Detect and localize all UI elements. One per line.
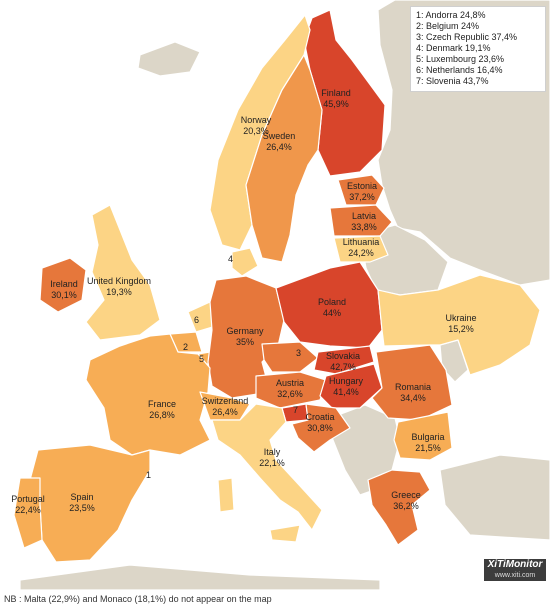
country-estonia[interactable] <box>337 174 385 206</box>
label-bulgaria-value: 21,5% <box>415 443 441 453</box>
label-poland-value: 44% <box>323 308 341 318</box>
label-uk-value: 19,3% <box>106 287 132 297</box>
marker-2: 2 <box>183 342 188 352</box>
label-spain-name: Spain <box>70 492 93 502</box>
label-latvia-name: Latvia <box>352 211 376 221</box>
label-uk-name: United Kingdom <box>87 276 151 286</box>
label-ukraine-value: 15,2% <box>448 324 474 334</box>
legend-item: 6: Netherlands 16,4% <box>416 65 503 75</box>
legend-item: 1: Andorra 24,8% <box>416 10 486 20</box>
label-romania-value: 34,4% <box>400 393 426 403</box>
label-ireland-name: Ireland <box>50 279 78 289</box>
label-lithuania-value: 24,2% <box>348 248 374 258</box>
marker-4: 4 <box>228 254 233 264</box>
turkey-region <box>439 454 550 541</box>
label-portugal-name: Portugal <box>11 494 45 504</box>
africa-region <box>19 564 381 590</box>
country-poland[interactable] <box>275 261 383 349</box>
map-canvas: 1 2 3 4 5 6 7 Finland 45,9% Norway 20,3%… <box>11 0 550 590</box>
xiti-brand-badge[interactable]: XiTiMonitor www.xiti.com <box>484 559 546 581</box>
brand-name: XiTiMonitor <box>487 559 543 570</box>
country-austria[interactable] <box>255 371 327 409</box>
label-austria-name: Austria <box>276 378 304 388</box>
label-greece-name: Greece <box>391 490 421 500</box>
small-markers: 1 2 3 4 5 6 7 <box>146 254 301 480</box>
countries <box>13 9 541 563</box>
label-austria-value: 32,6% <box>277 389 303 399</box>
label-sweden-name: Sweden <box>263 131 296 141</box>
country-bulgaria[interactable] <box>393 411 453 461</box>
label-finland-name: Finland <box>321 88 351 98</box>
label-italy-name: Italy <box>264 447 281 457</box>
label-france-name: France <box>148 399 176 409</box>
label-slovakia-name: Slovakia <box>326 351 360 361</box>
label-norway-name: Norway <box>241 115 272 125</box>
label-slovakia-value: 42,7% <box>330 362 356 372</box>
country-greece[interactable] <box>367 469 431 546</box>
label-germany-name: Germany <box>226 326 264 336</box>
label-norway-value: 20,3% <box>243 126 269 136</box>
country-latvia[interactable] <box>329 204 393 237</box>
iceland-region <box>137 41 201 77</box>
country-hungary[interactable] <box>319 363 383 409</box>
legend-item: 3: Czech Republic 37,4% <box>416 32 518 42</box>
marker-3: 3 <box>296 348 301 358</box>
europe-map: 1 2 3 4 5 6 7 Finland 45,9% Norway 20,3%… <box>11 0 550 590</box>
label-spain-value: 23,5% <box>69 503 95 513</box>
label-portugal-value: 22,4% <box>15 505 41 515</box>
label-sweden-value: 26,4% <box>266 142 292 152</box>
country-slovakia[interactable] <box>313 345 375 375</box>
label-ireland-value: 30,1% <box>51 290 77 300</box>
marker-5: 5 <box>199 354 204 364</box>
country-switzerland[interactable] <box>199 391 251 421</box>
country-labels: Finland 45,9% Norway 20,3% Sweden 26,4% … <box>11 88 476 515</box>
country-france[interactable] <box>85 333 211 456</box>
country-lithuania[interactable] <box>333 235 389 263</box>
legend-item: 7: Slovenia 43,7% <box>416 76 489 86</box>
label-latvia-value: 33,8% <box>351 222 377 232</box>
label-estonia-value: 37,2% <box>349 192 375 202</box>
marker-1: 1 <box>146 470 151 480</box>
country-italy[interactable] <box>211 403 323 531</box>
label-estonia-name: Estonia <box>347 181 377 191</box>
legend-item: 2: Belgium 24% <box>416 21 480 31</box>
label-romania-name: Romania <box>395 382 431 392</box>
label-hungary-name: Hungary <box>329 376 364 386</box>
marker-6: 6 <box>194 315 199 325</box>
label-croatia-value: 30,8% <box>307 423 333 433</box>
legend-item: 4: Denmark 19,1% <box>416 43 491 53</box>
legend-box: 1: Andorra 24,8% 2: Belgium 24% 3: Czech… <box>410 6 546 92</box>
country-ukraine[interactable] <box>377 274 541 376</box>
label-france-value: 26,8% <box>149 410 175 420</box>
label-finland-value: 45,9% <box>323 99 349 109</box>
marker-7: 7 <box>293 405 298 415</box>
label-croatia-name: Croatia <box>305 412 334 422</box>
legend-item: 5: Luxembourg 23,6% <box>416 54 505 64</box>
map-footnote: NB : Malta (22,9%) and Monaco (18,1%) do… <box>4 594 272 604</box>
label-bulgaria-name: Bulgaria <box>411 432 444 442</box>
label-poland-name: Poland <box>318 297 346 307</box>
country-sardinia[interactable] <box>217 477 235 513</box>
country-ireland[interactable] <box>39 257 87 313</box>
label-hungary-value: 41,4% <box>333 387 359 397</box>
country-denmark[interactable] <box>231 247 259 277</box>
country-sweden[interactable] <box>245 54 323 263</box>
label-switzerland-value: 26,4% <box>212 407 238 417</box>
country-portugal[interactable] <box>13 477 43 549</box>
country-croatia[interactable] <box>291 403 351 453</box>
brand-url: www.xiti.com <box>494 572 536 579</box>
label-germany-value: 35% <box>236 337 254 347</box>
label-lithuania-name: Lithuania <box>343 237 380 247</box>
country-united-kingdom[interactable] <box>85 204 161 341</box>
country-czech[interactable] <box>261 341 319 373</box>
label-greece-value: 36,2% <box>393 501 419 511</box>
country-sicily[interactable] <box>269 524 301 543</box>
label-ukraine-name: Ukraine <box>445 313 476 323</box>
label-switzerland-name: Switzerland <box>202 396 249 406</box>
label-italy-value: 22,1% <box>259 458 285 468</box>
